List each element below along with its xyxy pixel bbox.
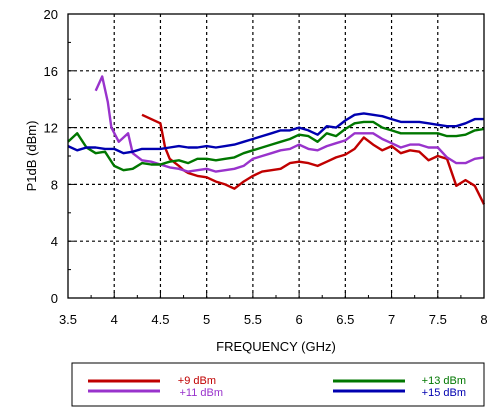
series-line-13dbm [67, 120, 485, 172]
y-tick-label: 16 [44, 64, 58, 79]
legend-label-13dbm: +13 dBm [422, 375, 466, 387]
x-tick-label: 6 [295, 312, 302, 327]
x-tick-label: 5.5 [244, 312, 262, 327]
y-tick-labels: 0 4 8 12 16 20 [44, 7, 58, 306]
y-tick-label: 8 [51, 177, 58, 192]
x-tick-label: 4.5 [151, 312, 169, 327]
x-tick-label: 3.5 [59, 312, 77, 327]
plot-frame [67, 13, 485, 299]
x-axis-title: FREQUENCY (GHz) [216, 339, 336, 354]
legend-label-15dbm: +15 dBm [422, 387, 466, 399]
tick-marks [67, 13, 485, 299]
series-line-11dbm [94, 75, 485, 173]
x-tick-label: 5 [203, 312, 210, 327]
y-tick-label: 20 [44, 7, 58, 22]
y-tick-label: 12 [44, 121, 58, 136]
series-lines [67, 75, 486, 205]
x-tick-label: 7 [388, 312, 395, 327]
x-tick-labels: 3.5 4 4.5 5 5.5 6 6.5 7 7.5 8 [59, 312, 488, 327]
y-tick-label: 4 [51, 234, 58, 249]
grid-lines [68, 14, 484, 298]
x-tick-label: 6.5 [336, 312, 354, 327]
legend: +9 dBm+11 dBm +13 dBm+15 dBm [71, 362, 485, 407]
x-tick-label: 4 [111, 312, 118, 327]
legend-label-9dbm: +9 dBm [178, 375, 216, 387]
x-tick-label: 8 [480, 312, 487, 327]
legend-label-11dbm: +11 dBm [179, 387, 223, 399]
x-tick-label: 7.5 [429, 312, 447, 327]
series-line-15dbm [67, 112, 484, 155]
y-axis-title: P1dB (dBm) [24, 121, 39, 192]
y-tick-label: 0 [51, 291, 58, 306]
legend-box [71, 362, 485, 407]
